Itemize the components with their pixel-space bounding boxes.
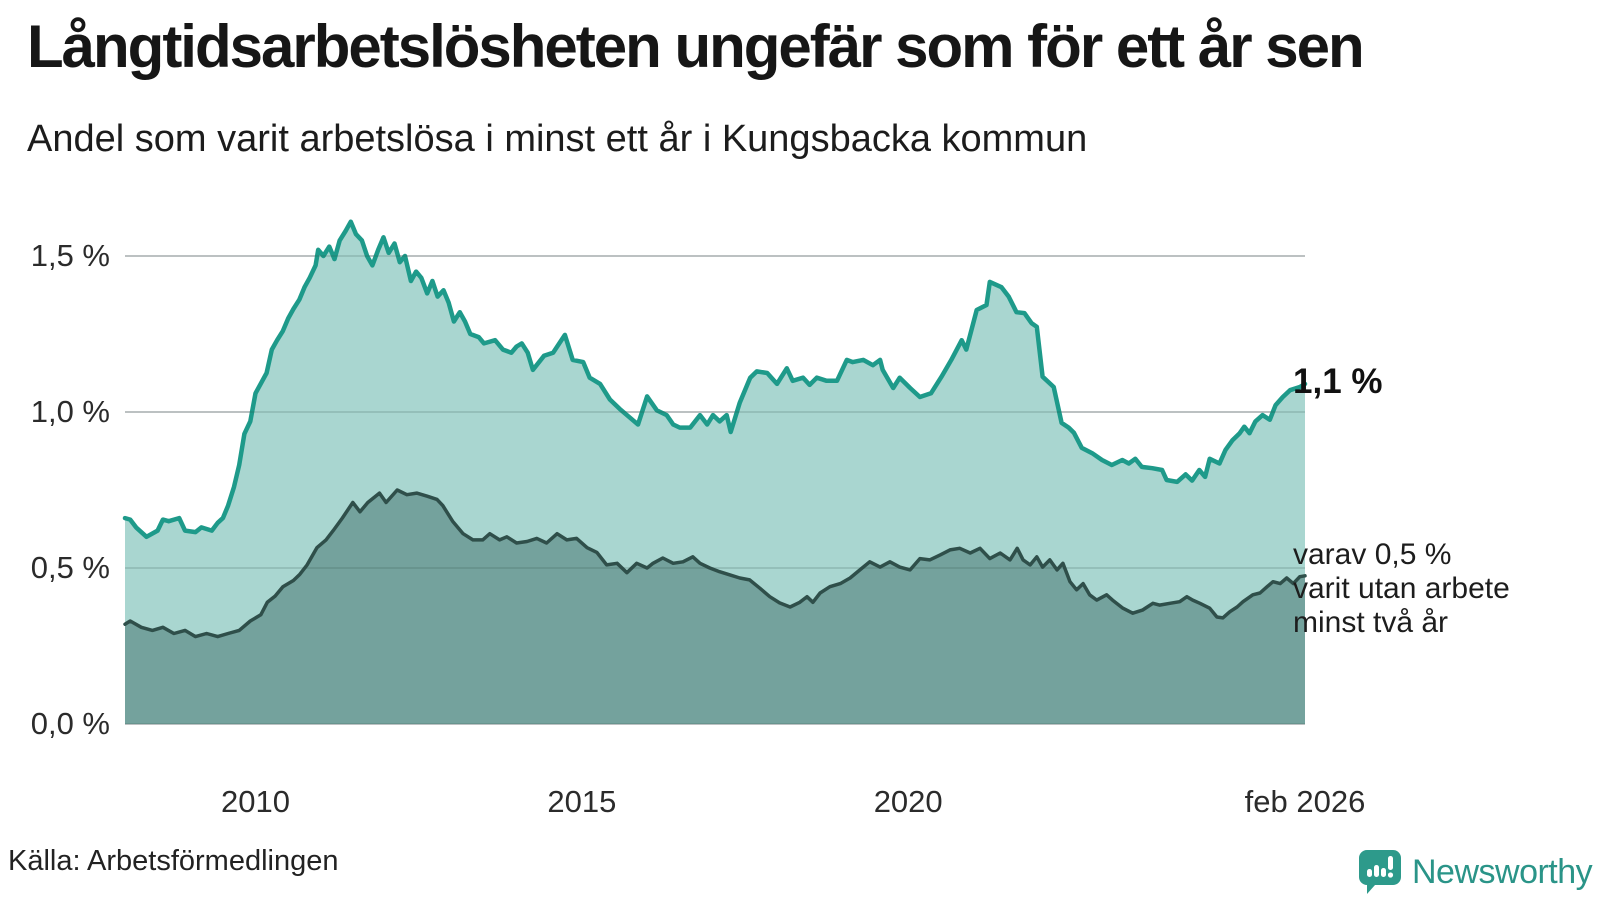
newsworthy-logo-icon — [1359, 850, 1401, 894]
newsworthy-logo-text: Newsworthy — [1412, 852, 1593, 891]
x-tick-label: feb 2026 — [1244, 784, 1366, 819]
series-line-one-year — [122, 219, 1308, 540]
latest-value-annotation: 1,1 % — [1293, 362, 1383, 401]
x-tick-label: 2010 — [221, 784, 290, 819]
y-tick-label: 0,5 % — [30, 550, 110, 585]
source-note: Källa: Arbetsförmedlingen — [8, 845, 339, 877]
secondary-series-annotation: varav 0,5 % varit utan arbete minst två år — [1293, 538, 1510, 640]
y-tick-label: 1,0 % — [30, 394, 110, 429]
x-tick-label: 2015 — [547, 784, 617, 819]
series-area-two-years — [125, 490, 1305, 724]
secondary-annotation-line: varit utan arbete — [1293, 572, 1510, 605]
newsworthy-brand: Newsworthy — [1358, 849, 1593, 895]
secondary-annotation-line: minst två år — [1293, 606, 1449, 639]
y-tick-label: 1,5 % — [30, 238, 110, 273]
x-tick-label: 2020 — [873, 784, 943, 819]
page-subtitle: Andel som varit arbetslösa i minst ett å… — [27, 118, 1088, 160]
y-tick-label: 0,0 % — [30, 706, 110, 741]
secondary-annotation-line: varav 0,5 % — [1293, 538, 1452, 571]
series-line-two-years — [123, 488, 1307, 639]
page-title: Långtidsarbetslösheten ungefär som för e… — [27, 13, 1365, 80]
